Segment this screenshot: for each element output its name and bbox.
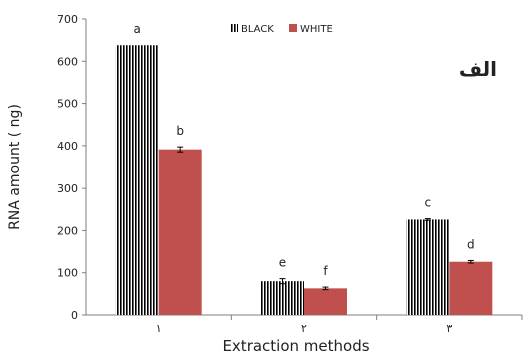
bar-black: [115, 45, 159, 316]
legend-label-black: BLACK: [241, 24, 274, 35]
bar-white: [304, 288, 347, 315]
significance-letter: c: [425, 196, 432, 210]
y-tick-label: 100: [57, 267, 78, 280]
significance-letter: f: [323, 264, 328, 278]
x-axis-label: Extraction methods: [222, 337, 369, 355]
significance-letter: d: [467, 237, 475, 251]
legend: BLACK WHITE: [230, 24, 333, 35]
plot-area: 0 100 200 300 400 500 600 700 ١ a b ٢ e f ٣ c d: [57, 13, 523, 335]
panel-label: الف: [459, 57, 497, 81]
bar-white: [449, 261, 493, 315]
legend-label-white: WHITE: [300, 24, 333, 35]
bar-black: [261, 281, 304, 315]
y-tick-label: 700: [57, 13, 78, 26]
x-tick-label: ١: [156, 322, 162, 335]
y-tick-label: 0: [71, 309, 78, 322]
bar-black: [406, 219, 450, 315]
y-tick-label: 200: [57, 224, 78, 237]
significance-letter: a: [133, 22, 140, 36]
y-tick-label: 300: [57, 182, 78, 195]
y-tick-label: 600: [57, 55, 78, 68]
y-tick-label: 400: [57, 140, 78, 153]
legend-swatch-black: [230, 24, 238, 32]
y-tick-label: 500: [57, 98, 78, 111]
x-tick-label: ٢: [301, 322, 307, 335]
bar-white: [158, 149, 202, 315]
x-tick-label: ٣: [446, 322, 452, 335]
significance-letter: e: [279, 256, 286, 270]
y-axis-label: RNA amount ( ng): [7, 104, 23, 230]
legend-swatch-white: [289, 24, 297, 32]
significance-letter: b: [176, 124, 184, 138]
